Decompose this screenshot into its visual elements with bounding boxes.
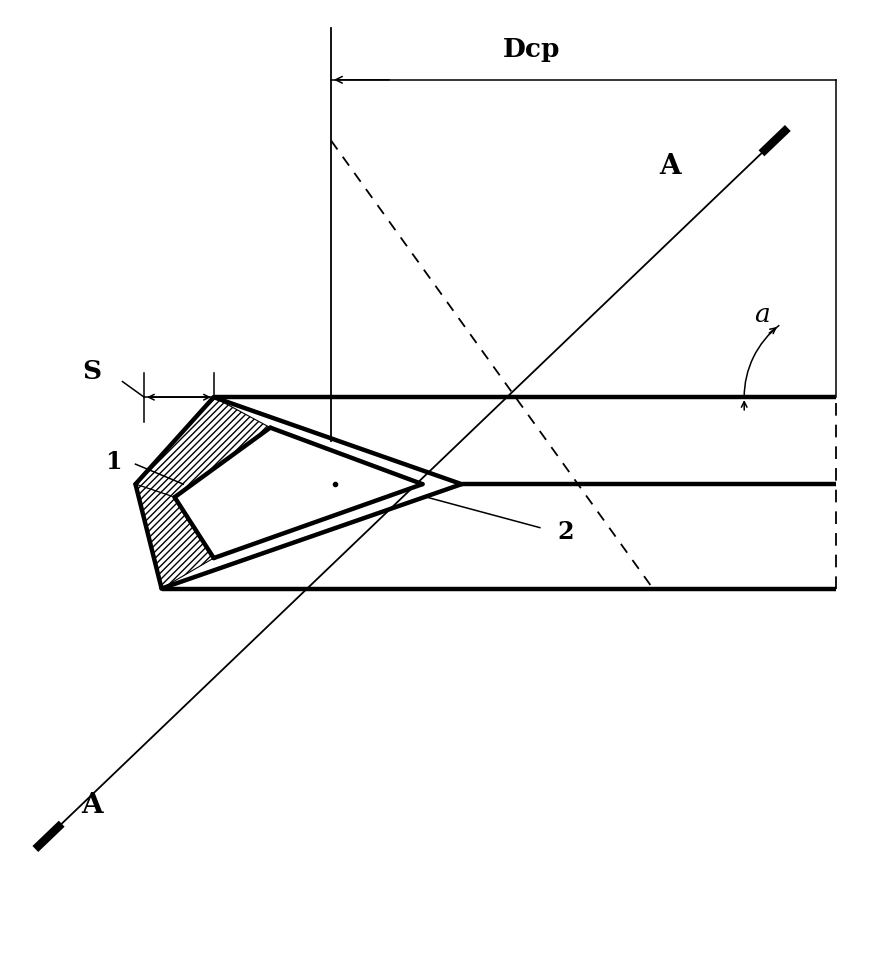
Text: a: a bbox=[753, 302, 769, 327]
Polygon shape bbox=[136, 398, 270, 497]
Text: Dcp: Dcp bbox=[503, 37, 560, 62]
Polygon shape bbox=[174, 428, 422, 558]
Text: 1: 1 bbox=[105, 450, 122, 475]
Polygon shape bbox=[136, 485, 213, 588]
Text: A: A bbox=[659, 153, 681, 180]
Text: 2: 2 bbox=[557, 520, 574, 544]
Text: A: A bbox=[81, 792, 103, 820]
Text: S: S bbox=[83, 359, 102, 384]
